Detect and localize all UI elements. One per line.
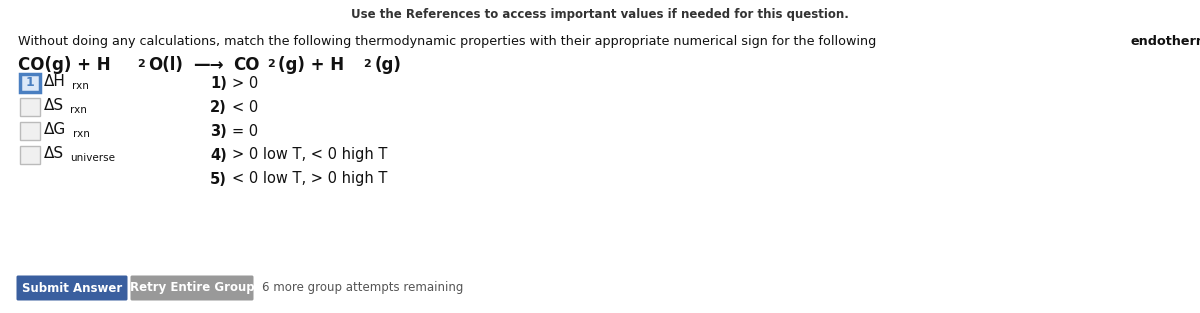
- Text: Without doing any calculations, match the following thermodynamic properties wit: Without doing any calculations, match th…: [18, 35, 881, 48]
- Text: 5): 5): [210, 172, 227, 187]
- Text: < 0: < 0: [232, 100, 258, 115]
- Text: 2: 2: [268, 59, 275, 69]
- Text: rxn: rxn: [72, 81, 89, 91]
- FancyBboxPatch shape: [20, 74, 40, 92]
- Text: —→: —→: [193, 56, 224, 74]
- FancyBboxPatch shape: [20, 98, 40, 116]
- Text: > 0 low T, < 0 high T: > 0 low T, < 0 high T: [232, 147, 386, 162]
- Text: 4): 4): [210, 147, 227, 162]
- Text: 1): 1): [210, 75, 227, 90]
- Text: < 0 low T, > 0 high T: < 0 low T, > 0 high T: [232, 172, 388, 187]
- Text: (g) + H: (g) + H: [278, 56, 344, 74]
- FancyBboxPatch shape: [20, 146, 40, 164]
- Text: 2): 2): [210, 100, 227, 115]
- Text: CO(g) + H: CO(g) + H: [18, 56, 110, 74]
- FancyBboxPatch shape: [131, 275, 253, 300]
- Text: ΔH: ΔH: [44, 74, 66, 90]
- Text: = 0: = 0: [232, 124, 258, 138]
- Text: universe: universe: [70, 153, 115, 163]
- Text: ΔS: ΔS: [44, 99, 64, 114]
- Text: (g): (g): [374, 56, 401, 74]
- Text: 3): 3): [210, 124, 227, 138]
- Text: 2: 2: [364, 59, 371, 69]
- Text: CO: CO: [233, 56, 259, 74]
- Text: 2: 2: [138, 59, 145, 69]
- Text: Submit Answer: Submit Answer: [22, 281, 122, 295]
- Text: endothermic: endothermic: [1130, 35, 1200, 48]
- Text: ΔS: ΔS: [44, 146, 64, 162]
- Text: 1: 1: [25, 76, 35, 90]
- Text: Use the References to access important values if needed for this question.: Use the References to access important v…: [352, 8, 848, 21]
- Text: Retry Entire Group: Retry Entire Group: [130, 281, 254, 295]
- FancyBboxPatch shape: [17, 275, 127, 300]
- Text: rxn: rxn: [73, 129, 90, 139]
- Text: 6 more group attempts remaining: 6 more group attempts remaining: [262, 281, 463, 295]
- Text: > 0: > 0: [232, 75, 258, 90]
- Text: ΔG: ΔG: [44, 122, 66, 137]
- FancyBboxPatch shape: [20, 122, 40, 140]
- Text: O(l): O(l): [149, 56, 184, 74]
- Text: rxn: rxn: [70, 105, 86, 115]
